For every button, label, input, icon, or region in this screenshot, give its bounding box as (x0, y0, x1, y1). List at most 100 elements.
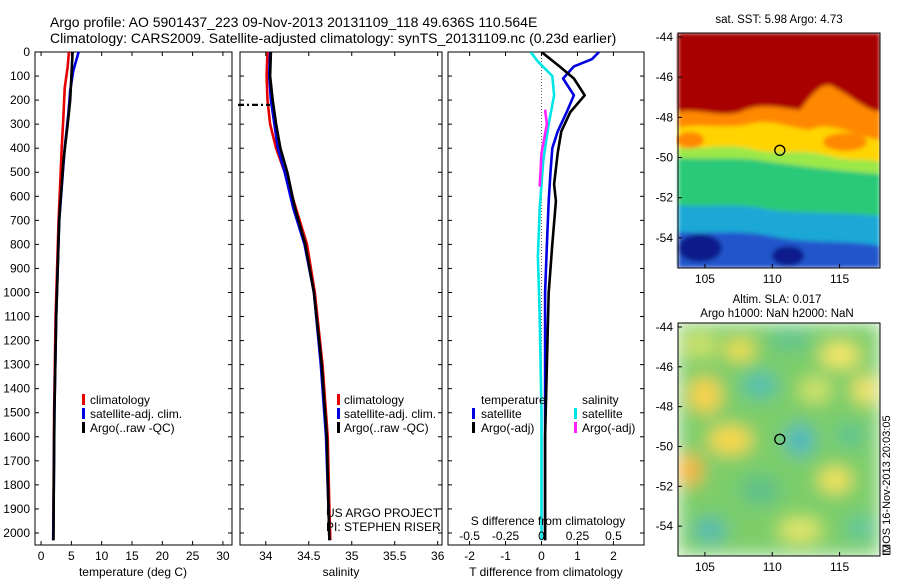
map-lon-label: 115 (830, 272, 849, 286)
x-tick-label: 34.5 (297, 549, 321, 563)
sst-map (676, 32, 881, 269)
temperature-xlabel: temperature (deg C) (79, 565, 187, 579)
x-tick-label: 15 (125, 549, 139, 563)
x-tick-label: -1 (500, 549, 511, 563)
header-line2: Climatology: CARS2009. Satellite-adjuste… (50, 30, 616, 46)
x-tick-label: 10 (95, 549, 109, 563)
map-lat-label: -46 (656, 360, 674, 374)
sla-map (677, 322, 881, 557)
difference-legend: temperature salinity satellite Argo(-adj… (472, 393, 635, 435)
map-lon-label: 110 (763, 560, 782, 574)
map-lat-label: -44 (656, 320, 674, 334)
depth-tick-label: 900 (10, 261, 30, 275)
salinity-xlabel: salinity (323, 565, 360, 579)
x-tick-label: 36 (431, 549, 445, 563)
legend-s-satellite: satellite (582, 407, 623, 421)
map-lat-label: -44 (656, 30, 674, 44)
depth-tick-label: 400 (10, 141, 30, 155)
map-lat-label: -50 (656, 439, 674, 453)
legend-satellite-adj: satellite-adj. clim. (90, 407, 182, 421)
sla-title-line1: Altim. SLA: 0.017 (733, 294, 822, 306)
imos-timestamp: IMOS 16-Nov-2013 20:03:05 (881, 415, 893, 556)
map-lat-label: -54 (656, 231, 674, 245)
argo-location-marker (774, 144, 786, 156)
s-tick-label: -0.25 (492, 529, 520, 543)
salinity-plot (265, 52, 332, 541)
temperature-plot (51, 52, 80, 541)
map-lat-label: -48 (656, 110, 674, 124)
depth-tick-label: 1400 (3, 382, 30, 396)
legend-s-argo: Argo(-adj) (582, 421, 635, 435)
map-lat-label: -52 (656, 191, 674, 205)
depth-tick-label: 1600 (3, 430, 30, 444)
legend-t-satellite: satellite (481, 407, 522, 421)
depth-tick-label: 1900 (3, 502, 30, 516)
legend-satellite-adj: satellite-adj. clim. (344, 407, 436, 421)
x-tick-label: 30 (216, 549, 230, 563)
x-tick-label: 0 (38, 549, 45, 563)
x-tick-label: 25 (186, 549, 200, 563)
map-lat-label: -48 (656, 400, 674, 414)
depth-tick-label: 1700 (3, 454, 30, 468)
temperature-legend: climatology satellite-adj. clim. Argo(..… (82, 393, 182, 435)
temperature-panel (34, 51, 233, 546)
depth-tick-label: 1300 (3, 358, 30, 372)
sla-title-line2: Argo h1000: NaN h2000: NaN (700, 308, 853, 320)
pi-label: PI: STEPHEN RISER (326, 520, 441, 534)
difference-xlabel: T difference from climatology (469, 565, 623, 579)
s-tick-label: 0.25 (566, 529, 590, 543)
header-line1: Argo profile: AO 5901437_223 09-Nov-2013… (50, 14, 537, 30)
legend-sal-title: salinity (582, 393, 619, 407)
depth-tick-label: 1800 (3, 478, 30, 492)
imos-logo-icon (882, 545, 891, 555)
map-lon-label: 110 (763, 272, 782, 286)
map-lon-label: 115 (830, 560, 849, 574)
x-tick-label: 34 (259, 549, 273, 563)
salinity-legend: climatology satellite-adj. clim. Argo(..… (337, 393, 436, 435)
legend-argo: Argo(..raw -QC) (344, 421, 429, 435)
legend-climatology: climatology (90, 393, 150, 407)
depth-tick-label: 0 (23, 45, 30, 59)
x-tick-label: 2 (610, 549, 617, 563)
depth-tick-label: 1000 (3, 285, 30, 299)
s-tick-label: 0 (538, 529, 545, 543)
depth-tick-label: 1100 (4, 310, 30, 324)
legend-argo: Argo(..raw -QC) (90, 421, 175, 435)
map-lon-label: 105 (695, 560, 715, 574)
depth-tick-label: 200 (10, 93, 30, 107)
s-tick-label: -0.5 (459, 529, 480, 543)
difference-plot (529, 52, 600, 545)
x-tick-label: 5 (68, 549, 75, 563)
series-line-satellite (529, 52, 556, 541)
project-label: US ARGO PROJECT (326, 506, 441, 520)
series-line-argo-adj- (540, 52, 587, 541)
map-lat-label: -54 (656, 519, 674, 533)
x-tick-label: -2 (464, 549, 475, 563)
depth-tick-label: 800 (10, 237, 30, 251)
x-tick-label: 0 (538, 549, 545, 563)
map-lat-label: -52 (656, 479, 674, 493)
depth-tick-label: 1200 (3, 334, 30, 348)
s-difference-label: S difference from climatology (471, 514, 626, 528)
axes-ticks: 0 5 10 15 20 25 30 34 34.5 35 35.5 36 -2-0.5-1-0.250… (35, 51, 644, 563)
depth-tick-label: 100 (10, 69, 30, 83)
map-lat-label: -46 (656, 70, 674, 84)
s-tick-label: 0.5 (605, 529, 622, 543)
depth-tick-label: 600 (10, 189, 30, 203)
x-tick-label: 1 (574, 549, 581, 563)
series-line-argo-raw-qc- (268, 52, 331, 541)
depth-tick-label: 500 (10, 165, 30, 179)
legend-t-argo: Argo(-adj) (481, 421, 534, 435)
legend-temp-title: temperature (481, 393, 546, 407)
depth-tick-label: 2000 (3, 526, 30, 540)
series-line-satellite (543, 52, 600, 541)
x-tick-label: 35.5 (383, 549, 407, 563)
sst-map-title: sat. SST: 5.98 Argo: 4.73 (715, 14, 842, 26)
map-lat-label: -50 (656, 151, 674, 165)
legend-climatology: climatology (344, 393, 404, 407)
depth-tick-label: 300 (10, 117, 30, 131)
x-tick-label: 20 (156, 549, 170, 563)
map-lon-label: 105 (695, 272, 715, 286)
depth-axis: 0 100 200 300 400 500 600 700 800 900 1000 1100 1200… (3, 45, 30, 540)
